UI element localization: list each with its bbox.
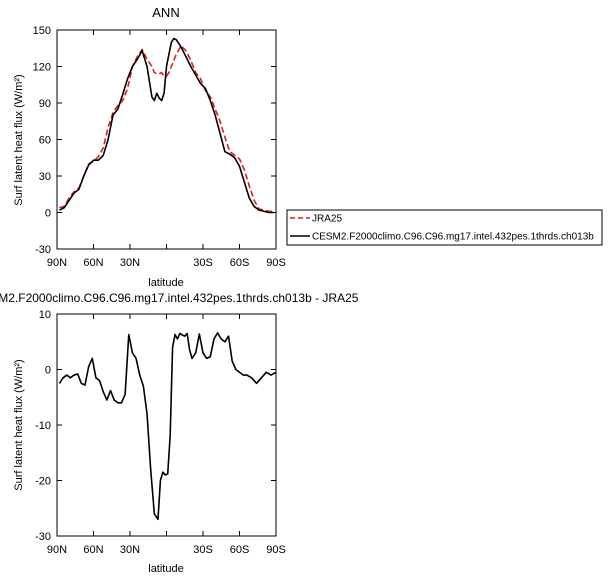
panel1-y-label: Surf latent heat flux (W/m²) <box>13 74 25 205</box>
panel2-x-tick-label: 30S <box>193 544 213 556</box>
panel1-series-line-1 <box>59 37 274 214</box>
panel2-y-tick-label: 10 <box>39 309 51 321</box>
panel2-series-line-0 <box>58 332 277 521</box>
panel2-y-tick-label: -10 <box>35 420 51 432</box>
panel1-y-tick-label: 90 <box>39 98 51 110</box>
panel2-frame <box>56 313 277 537</box>
panel2-x-label: latitude <box>148 563 183 575</box>
panel2-x-axis: 90N 60N 30N 30S 60S 90S <box>47 314 286 556</box>
panel1-y-axis: -30 0 30 60 90 120 150 <box>33 25 276 256</box>
panel1-x-tick-label: 60N <box>83 257 103 269</box>
panel1-series <box>59 37 274 214</box>
panel2-x-tick-label: 60S <box>230 544 250 556</box>
panel2-y-axis: -30 -20 -10 0 10 <box>35 309 276 543</box>
panel2-x-tick-label: 90S <box>266 544 286 556</box>
panel1-y-tick-label: 60 <box>39 135 51 147</box>
legend-box <box>286 209 603 246</box>
panel1-x-axis: 90N 60N 30N 30S 60S 90S <box>47 30 286 269</box>
panel1-y-tick-label: -30 <box>35 244 51 256</box>
panel2-y-tick-label: 0 <box>45 365 51 377</box>
difference-panel: CESM2.F2000climo.C96.C96.mg17.intel.432p… <box>0 291 359 575</box>
panel2-x-tick-label: 30N <box>120 544 140 556</box>
panel1-x-tick-label: 90N <box>47 257 67 269</box>
panel1-y-tick-label: 120 <box>33 62 51 74</box>
panel1-y-tick-label: 150 <box>33 25 51 37</box>
panel2-series <box>58 332 277 521</box>
panel1-title: ANN <box>152 5 179 20</box>
panel1-x-tick-label: 90S <box>266 257 286 269</box>
panel2-y-label: Surf latent heat flux (W/m²) <box>13 359 25 490</box>
legend-label-jra25: JRA25 <box>312 214 342 225</box>
panel1-x-tick-label: 30N <box>120 257 140 269</box>
panel2-y-tick-label: -30 <box>35 531 51 543</box>
panel1-y-tick-label: 30 <box>39 171 51 183</box>
legend-label-cesm2: CESM2.F2000climo.C96.C96.mg17.intel.432p… <box>312 232 594 243</box>
panel2-y-tick-label: -20 <box>35 476 51 488</box>
panel1-x-tick-label: 30S <box>193 257 213 269</box>
panel1-x-tick-label: 60S <box>230 257 250 269</box>
panel2-x-tick-label: 90N <box>47 544 67 556</box>
panel2-x-tick-label: 60N <box>83 544 103 556</box>
panel2-title: CESM2.F2000climo.C96.C96.mg17.intel.432p… <box>0 291 359 305</box>
legend: JRA25 CESM2.F2000climo.C96.C96.mg17.inte… <box>286 209 603 246</box>
panel1-series-line-0 <box>59 45 274 213</box>
panel1-x-label: latitude <box>148 277 183 289</box>
panel1-y-tick-label: 0 <box>45 208 51 220</box>
